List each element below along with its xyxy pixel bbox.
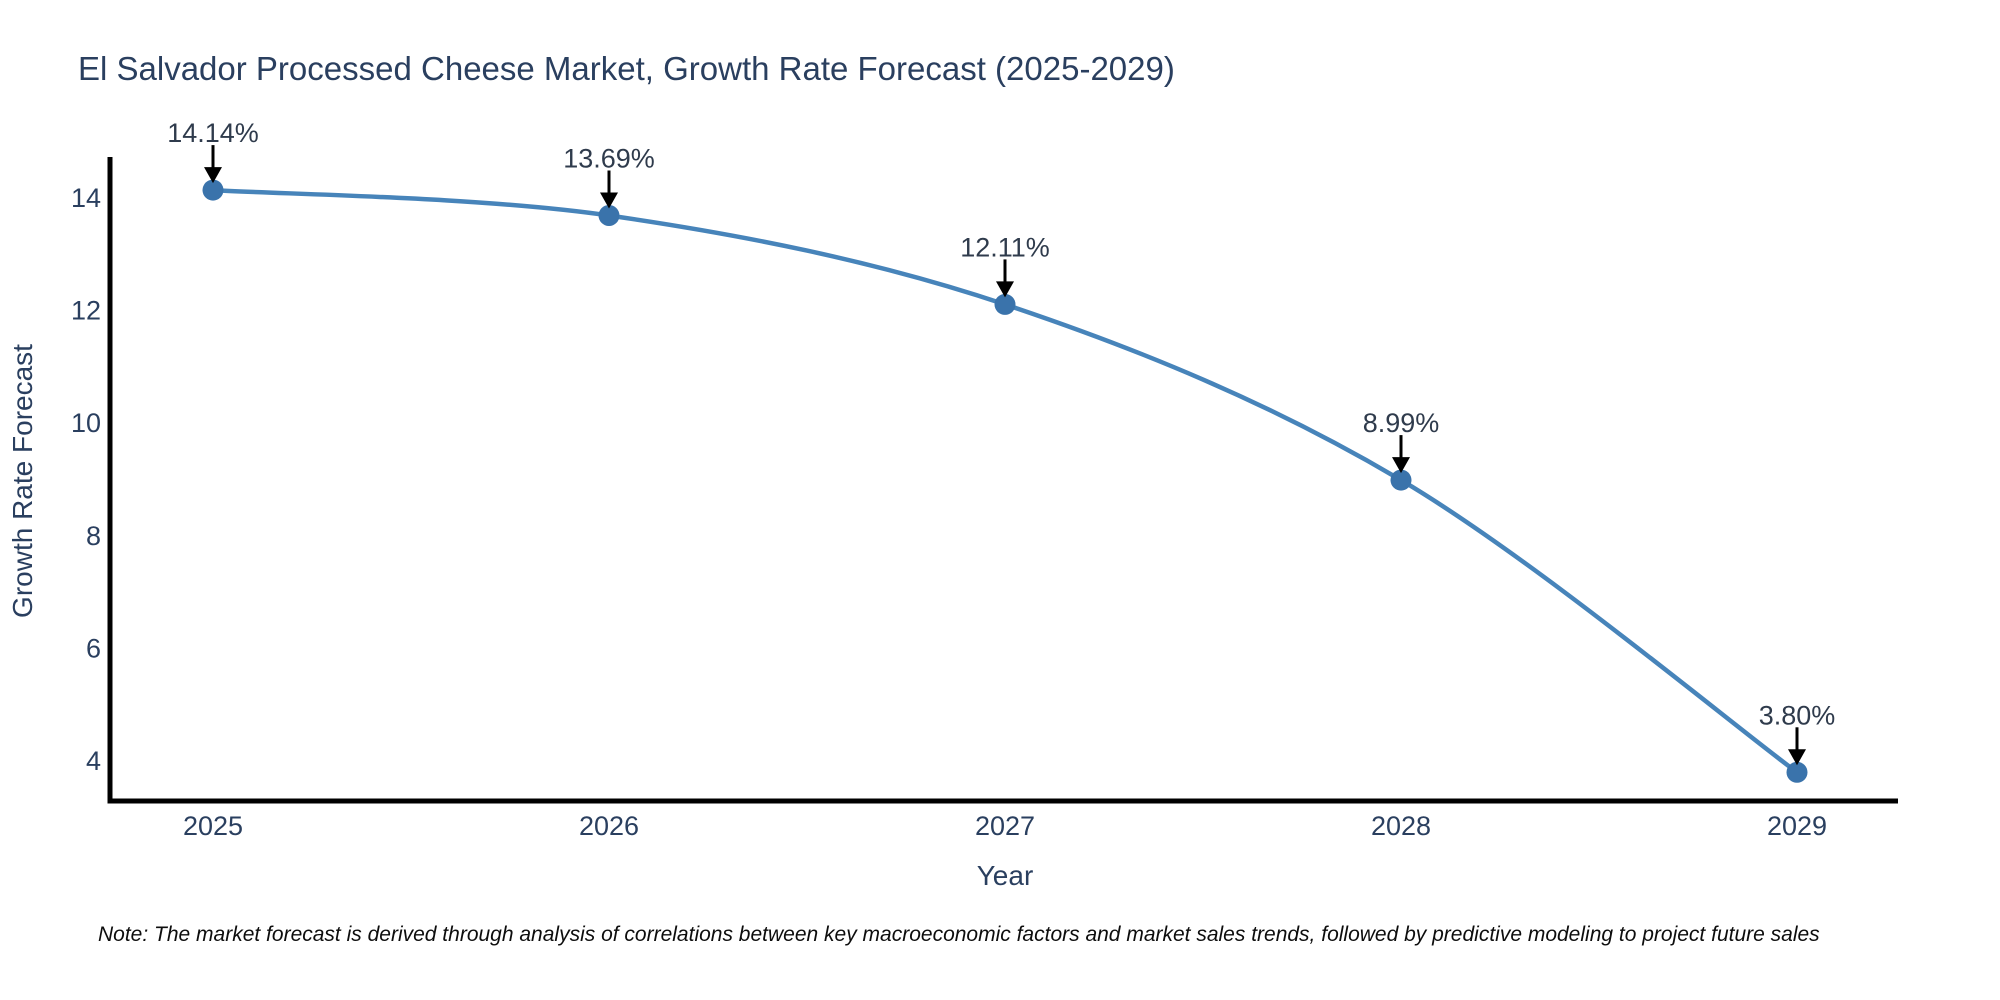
x-tick-label: 2026 [579, 811, 639, 841]
y-tick-label: 10 [71, 408, 101, 438]
annotation-2028: 8.99% [1363, 408, 1440, 474]
annotation-2026: 13.69% [563, 144, 655, 209]
chart-title: El Salvador Processed Cheese Market, Gro… [78, 50, 1175, 87]
annotation-arrowhead-icon [600, 192, 618, 209]
x-axis-title: Year [977, 860, 1034, 891]
y-tick-label: 8 [86, 521, 101, 551]
annotation-label: 13.69% [563, 144, 655, 174]
annotation-label: 3.80% [1759, 700, 1836, 730]
x-tick-label: 2025 [183, 811, 243, 841]
annotation-arrowhead-icon [1788, 749, 1806, 766]
footnote: Note: The market forecast is derived thr… [98, 923, 1820, 946]
y-tick-label: 6 [86, 633, 101, 663]
annotation-2025: 14.14% [167, 118, 259, 184]
y-axis-title: Growth Rate Forecast [7, 344, 38, 618]
data-point-2028[interactable] [1390, 469, 1412, 491]
annotation-2027: 12.11% [960, 232, 1050, 298]
annotations: 14.14% 13.69% 12.11% 8.99% 3.80% [167, 118, 1836, 766]
y-tick-label: 14 [71, 183, 101, 213]
data-point-2026[interactable] [598, 205, 620, 226]
axes [107, 157, 1898, 804]
x-tick-label: 2029 [1767, 811, 1827, 841]
data-point-2029[interactable] [1786, 761, 1808, 783]
y-tick-label: 12 [71, 296, 101, 326]
annotation-arrowhead-icon [204, 167, 222, 184]
line-series [202, 179, 1808, 783]
annotation-2029: 3.80% [1759, 700, 1836, 766]
x-tick-label: 2028 [1371, 811, 1431, 841]
annotation-label: 12.11% [960, 232, 1050, 262]
annotation-arrowhead-icon [996, 281, 1014, 298]
y-tick-labels: 4 6 8 10 12 14 [71, 183, 101, 776]
data-point-2027[interactable] [994, 293, 1016, 315]
annotation-label: 14.14% [167, 118, 259, 148]
annotation-arrowhead-icon [1392, 457, 1410, 474]
x-tick-labels: 2025 2026 2027 2028 2029 [183, 811, 1827, 841]
y-tick-label: 4 [86, 746, 101, 776]
x-tick-label: 2027 [975, 811, 1035, 841]
data-point-2025[interactable] [202, 179, 224, 201]
annotation-label: 8.99% [1363, 408, 1440, 438]
